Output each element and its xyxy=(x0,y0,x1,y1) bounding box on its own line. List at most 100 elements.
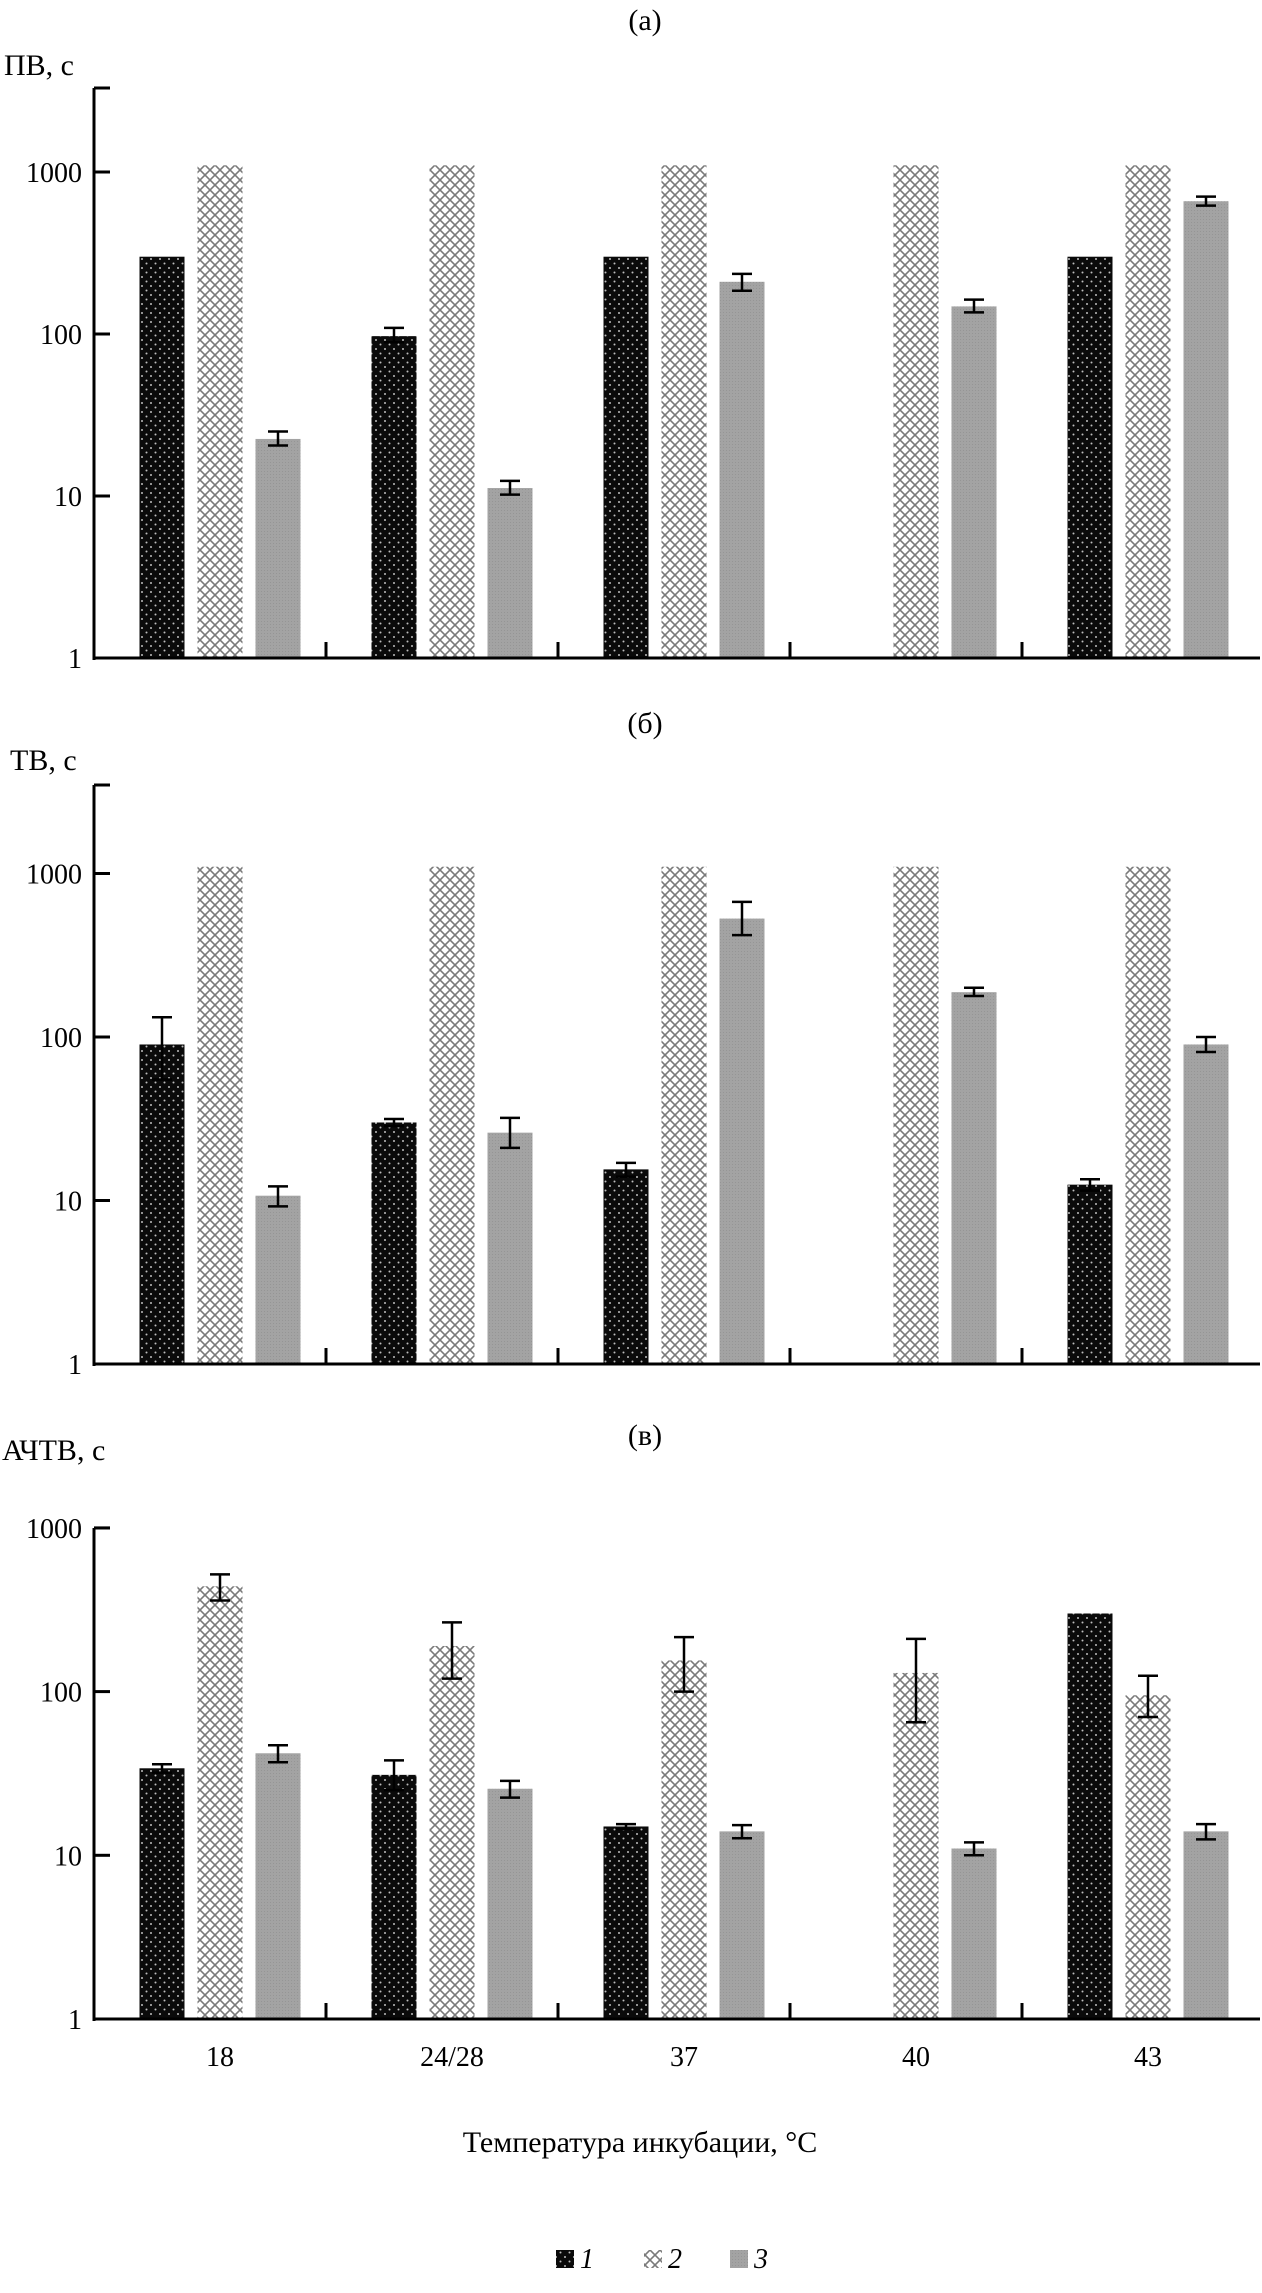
error-bar xyxy=(732,1823,752,1840)
y-tick-label: 1000 xyxy=(26,860,82,891)
error-bar xyxy=(616,1822,636,1831)
error-bar xyxy=(1196,1035,1216,1054)
x-tick-label: 43 xyxy=(1134,2042,1162,2073)
legend-label-1: 1 xyxy=(580,2244,594,2275)
y-tick-labels: 1 10 100 1000 xyxy=(26,860,82,1382)
plot-area xyxy=(92,783,1260,1366)
error-bar xyxy=(1196,1822,1216,1841)
error-bar xyxy=(674,1635,694,1693)
x-axis-label: Температура инкубации, °C xyxy=(463,2126,818,2159)
bar-series-2-37 xyxy=(661,1660,707,2019)
legend-swatch-2 xyxy=(644,2250,662,2268)
error-bar xyxy=(500,1779,520,1799)
bar-series-3-43 xyxy=(1183,201,1229,658)
y-tick-label: 1000 xyxy=(26,158,82,189)
bar-series-2-37 xyxy=(661,165,707,659)
bar-series-1-37 xyxy=(603,256,649,658)
error-bar xyxy=(964,298,984,314)
error-bar xyxy=(268,1744,288,1764)
bar-series-2-37 xyxy=(661,866,707,1364)
legend-label-3: 3 xyxy=(753,2244,768,2275)
bar-series-1-43 xyxy=(1067,1184,1113,1364)
bar-series-2-18 xyxy=(197,165,243,659)
bar-series-1-37 xyxy=(603,1169,649,1364)
y-tick-label: 10 xyxy=(54,482,82,513)
bar-series-2-18 xyxy=(197,1586,243,2019)
error-bar xyxy=(384,326,404,344)
panel-label: (а) xyxy=(628,4,661,37)
y-axis-label: ТВ, с xyxy=(10,744,77,777)
bar-series-3-40 xyxy=(951,992,997,1364)
bar-series-3-43 xyxy=(1183,1044,1229,1364)
legend-swatch-1 xyxy=(556,2250,574,2268)
y-tick-label: 1 xyxy=(68,644,82,675)
error-bar xyxy=(384,1759,404,1792)
bar-series-3-37 xyxy=(719,1831,765,2019)
legend: 1 2 3 xyxy=(556,2244,768,2275)
x-tick-labels: 18 24/28 37 40 43 xyxy=(206,2042,1162,2073)
error-bar xyxy=(1138,1674,1158,1719)
bar-series-1-24-28 xyxy=(371,1774,417,2019)
bar-series-3-43 xyxy=(1183,1831,1229,2019)
legend-swatch-3 xyxy=(730,2250,748,2268)
x-tick-label: 37 xyxy=(670,2042,698,2073)
legend-label-2: 2 xyxy=(668,2244,682,2275)
bar-series-1-18 xyxy=(139,1044,185,1364)
y-tick-label: 10 xyxy=(54,1187,82,1218)
bar-series-1-18 xyxy=(139,256,185,658)
error-bar xyxy=(268,1185,288,1208)
x-tick-label: 18 xyxy=(206,2042,234,2073)
error-bar xyxy=(1196,195,1216,207)
error-bar xyxy=(268,430,288,447)
bar-series-1-24-28 xyxy=(371,336,417,658)
error-bar xyxy=(210,1573,230,1602)
panel-c: (в) АЧТВ, с 1 10 100 1000 18 24/28 37 40… xyxy=(2,1419,1260,2073)
bar-series-3-40 xyxy=(951,306,997,658)
y-tick-labels: 1 10 100 1000 xyxy=(26,1514,82,2036)
bar-series-2-24-28 xyxy=(429,1645,475,2019)
bar-series-3-40 xyxy=(951,1848,997,2019)
error-bar xyxy=(500,479,520,496)
error-bar xyxy=(384,1117,404,1128)
panel-label: (б) xyxy=(627,707,662,740)
bar-series-2-40 xyxy=(893,165,939,659)
error-bar xyxy=(152,1016,172,1081)
y-axis-label: ПВ, с xyxy=(4,49,74,82)
bar-series-1-24-28 xyxy=(371,1122,417,1364)
error-bar xyxy=(906,1637,926,1724)
error-bar xyxy=(616,1161,636,1178)
bar-series-1-37 xyxy=(603,1826,649,2019)
error-bar xyxy=(442,1621,462,1680)
error-bar xyxy=(732,900,752,937)
y-tick-label: 1 xyxy=(68,1350,82,1381)
y-tick-label: 100 xyxy=(40,320,82,351)
error-bar xyxy=(964,986,984,998)
error-bar xyxy=(964,1841,984,1857)
bar-series-2-24-28 xyxy=(429,866,475,1364)
y-tick-label: 10 xyxy=(54,1841,82,1872)
bar-series-1-43 xyxy=(1067,1613,1113,2019)
bar-series-3-18 xyxy=(255,438,301,658)
error-bar xyxy=(500,1116,520,1150)
bar-series-3-18 xyxy=(255,1195,301,1364)
x-tick-label: 24/28 xyxy=(420,2042,484,2073)
y-tick-label: 1000 xyxy=(26,1514,82,1545)
plot-area xyxy=(92,1526,1260,2021)
bar-series-1-18 xyxy=(139,1768,185,2019)
y-tick-label: 100 xyxy=(40,1678,82,1709)
bar-series-2-24-28 xyxy=(429,165,475,659)
panel-b: (б) ТВ, с 1 10 100 1000 xyxy=(10,707,1260,1381)
bar-series-3-18 xyxy=(255,1753,301,2019)
y-tick-labels: 1 10 100 1000 xyxy=(26,158,82,675)
x-tick-label: 40 xyxy=(902,2042,930,2073)
bar-series-3-24-28 xyxy=(487,1132,533,1364)
panel-a: (а) ПВ, с 1 10 100 1000 xyxy=(4,4,1260,675)
y-tick-label: 100 xyxy=(40,1023,82,1054)
y-tick-label: 1 xyxy=(68,2005,82,2036)
plot-area xyxy=(92,86,1260,660)
bar-series-2-43 xyxy=(1125,1695,1171,2019)
bar-series-1-43 xyxy=(1067,256,1113,658)
bar-series-2-43 xyxy=(1125,866,1171,1364)
bar-series-2-43 xyxy=(1125,165,1171,659)
